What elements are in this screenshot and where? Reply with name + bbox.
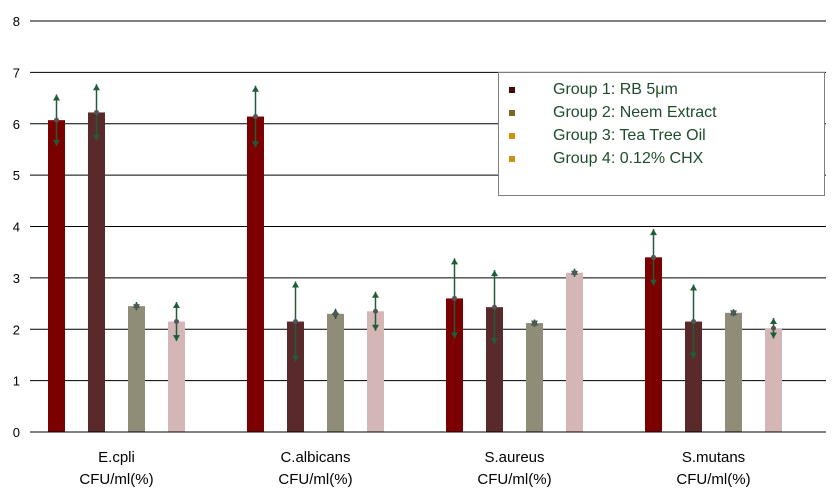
error-arrow-up <box>292 281 299 288</box>
error-arrow-down <box>491 338 498 345</box>
legend-label: Group 2: Neem Extract <box>553 104 717 121</box>
legend-label: Group 4: 0.12% CHX <box>553 150 704 167</box>
error-center-marker <box>174 319 179 325</box>
error-arrow-up <box>770 317 777 324</box>
error-center-marker <box>134 303 139 309</box>
error-arrow-down <box>53 139 60 146</box>
y-tick-label: 5 <box>13 168 20 183</box>
error-bars <box>53 84 777 362</box>
legend-item: Group 1: RB 5μm <box>509 79 678 101</box>
bar <box>247 116 264 433</box>
legend-swatch <box>509 156 515 162</box>
error-arrow-down <box>252 141 259 148</box>
x-category-label: C.albicans <box>280 449 350 466</box>
x-category-label: S.mutans <box>682 449 745 466</box>
error-arrow-up <box>372 291 379 298</box>
error-center-marker <box>651 254 656 260</box>
y-tick-label: 1 <box>13 374 20 389</box>
y-tick-label: 8 <box>13 14 20 29</box>
legend-label: Group 3: Tea Tree Oil <box>553 127 706 144</box>
bars <box>48 112 782 433</box>
error-center-marker <box>293 319 298 325</box>
legend-item: Group 3: Tea Tree Oil <box>509 125 706 147</box>
error-center-marker <box>253 114 258 120</box>
legend-swatch <box>509 87 515 93</box>
bar <box>367 311 384 432</box>
error-arrow-down <box>690 352 697 359</box>
x-category-label: S.aureus <box>484 449 544 466</box>
bar <box>486 307 503 432</box>
bar <box>88 112 105 432</box>
x-axis-categories: E.cpli CFU/ml(%) C.albicans CFU/ml(%) S.aure… <box>79 449 750 488</box>
bar <box>168 321 185 432</box>
error-arrow-up <box>451 258 458 265</box>
error-arrow-down <box>372 324 379 331</box>
bar <box>48 120 65 432</box>
legend-swatch <box>509 110 515 116</box>
y-tick-label: 4 <box>13 220 20 235</box>
legend: Group 1: RB 5μm Group 2: Neem Extract Gr… <box>498 72 825 196</box>
error-arrow-up <box>491 270 498 277</box>
error-center-marker <box>94 109 99 115</box>
x-category-label: E.cpli <box>98 449 135 466</box>
bar <box>446 298 463 432</box>
error-arrow-down <box>173 335 180 342</box>
bar <box>685 321 702 432</box>
error-arrow-down <box>292 355 299 362</box>
y-tick-label: 0 <box>13 425 20 440</box>
y-axis-ticks: 0 1 2 3 4 5 6 7 8 <box>13 14 20 440</box>
bar <box>725 312 742 432</box>
bar <box>128 306 145 432</box>
x-category-label: CFU/ml(%) <box>477 471 551 488</box>
y-tick-label: 7 <box>13 65 20 80</box>
error-arrow-down <box>650 279 657 286</box>
x-category-label: CFU/ml(%) <box>676 471 750 488</box>
gridlines <box>30 20 826 382</box>
bar <box>645 257 662 432</box>
error-center-marker <box>771 325 776 331</box>
bar <box>765 328 782 432</box>
error-arrow-down <box>451 332 458 339</box>
bar <box>327 313 344 432</box>
error-arrow-down <box>93 134 100 141</box>
error-center-marker <box>492 304 497 310</box>
error-arrow-up <box>650 229 657 236</box>
error-center-marker <box>452 295 457 301</box>
error-arrow-up <box>252 85 259 92</box>
legend-item: Group 2: Neem Extract <box>509 102 717 124</box>
error-center-marker <box>572 270 577 276</box>
error-arrow-up <box>690 284 697 291</box>
bar <box>287 321 304 432</box>
error-center-marker <box>731 310 736 316</box>
error-center-marker <box>333 311 338 317</box>
error-center-marker <box>691 319 696 325</box>
error-arrow-up <box>173 302 180 309</box>
x-category-label: CFU/ml(%) <box>278 471 352 488</box>
legend-label: Group 1: RB 5μm <box>553 81 678 98</box>
y-tick-label: 2 <box>13 322 20 337</box>
legend-item: Group 4: 0.12% CHX <box>509 148 703 170</box>
error-center-marker <box>532 320 537 326</box>
y-tick-label: 6 <box>13 117 20 132</box>
error-arrow-up <box>53 94 60 101</box>
x-category-label: CFU/ml(%) <box>79 471 153 488</box>
y-tick-label: 3 <box>13 271 20 286</box>
error-arrow-down <box>770 332 777 339</box>
error-arrow-up <box>93 84 100 91</box>
bar <box>566 272 583 432</box>
bar <box>526 323 543 432</box>
error-center-marker <box>54 117 59 123</box>
legend-swatch <box>509 133 515 139</box>
error-center-marker <box>373 308 378 314</box>
